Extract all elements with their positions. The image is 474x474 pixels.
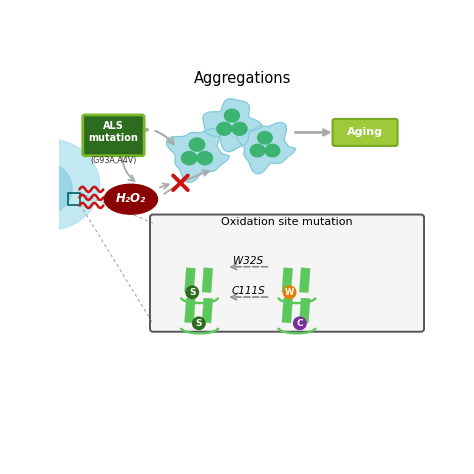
Polygon shape <box>166 128 229 182</box>
FancyArrow shape <box>301 268 310 273</box>
FancyBboxPatch shape <box>333 119 398 146</box>
FancyBboxPatch shape <box>83 115 144 156</box>
Bar <box>68 193 80 205</box>
Ellipse shape <box>250 144 265 157</box>
Ellipse shape <box>104 184 157 214</box>
Circle shape <box>283 286 296 299</box>
FancyArrow shape <box>203 298 212 303</box>
Text: S: S <box>196 319 202 328</box>
Ellipse shape <box>0 139 100 230</box>
Text: (G93A,A4V): (G93A,A4V) <box>90 156 137 165</box>
Ellipse shape <box>182 152 197 164</box>
FancyArrow shape <box>186 268 195 273</box>
Ellipse shape <box>232 122 247 135</box>
FancyBboxPatch shape <box>150 215 424 332</box>
Circle shape <box>293 317 306 329</box>
Ellipse shape <box>197 152 212 164</box>
Text: C: C <box>297 319 303 328</box>
Text: W: W <box>285 288 294 297</box>
Text: C111S: C111S <box>232 286 265 296</box>
Text: H₂O₂: H₂O₂ <box>116 192 146 205</box>
Polygon shape <box>282 268 292 292</box>
FancyArrow shape <box>203 268 212 273</box>
Text: ALS
mutation: ALS mutation <box>89 121 138 143</box>
Text: Aging: Aging <box>347 128 383 137</box>
Polygon shape <box>203 99 262 152</box>
Text: W32S: W32S <box>233 255 264 265</box>
Ellipse shape <box>258 131 272 144</box>
Ellipse shape <box>265 144 280 157</box>
Polygon shape <box>282 298 292 323</box>
Ellipse shape <box>224 109 239 122</box>
FancyArrow shape <box>186 298 195 303</box>
FancyArrow shape <box>283 298 292 303</box>
Text: S: S <box>189 288 195 297</box>
Circle shape <box>186 286 199 299</box>
Circle shape <box>192 317 205 329</box>
Polygon shape <box>202 268 213 292</box>
Ellipse shape <box>9 161 72 216</box>
Ellipse shape <box>189 138 205 151</box>
Polygon shape <box>300 298 310 323</box>
FancyArrow shape <box>283 268 292 273</box>
Ellipse shape <box>217 122 232 135</box>
FancyArrow shape <box>301 298 310 303</box>
Polygon shape <box>300 268 310 292</box>
Polygon shape <box>184 268 195 292</box>
Text: Aggregations: Aggregations <box>194 71 292 86</box>
Polygon shape <box>184 298 195 323</box>
Text: Oxidation site mutation: Oxidation site mutation <box>221 217 353 227</box>
Polygon shape <box>202 298 213 323</box>
Polygon shape <box>236 122 295 174</box>
